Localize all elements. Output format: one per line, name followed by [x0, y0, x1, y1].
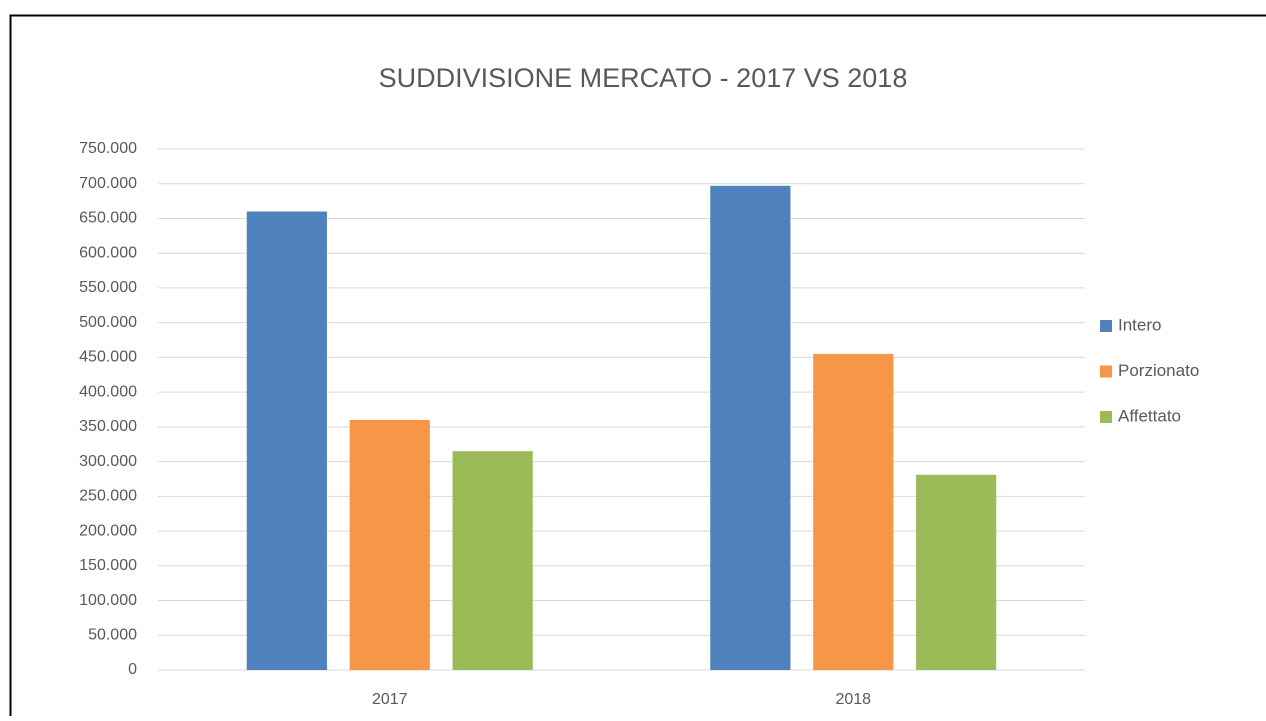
y-tick-label: 200.000	[79, 522, 137, 539]
y-tick-label: 650.000	[79, 210, 137, 227]
chart-title: SUDDIVISIONE MERCATO - 2017 VS 2018	[379, 63, 908, 93]
y-tick-label: 500.000	[79, 314, 137, 331]
legend-label: Affettato	[1118, 406, 1181, 425]
bar	[710, 186, 790, 670]
legend-swatch	[1100, 411, 1112, 423]
y-tick-label: 400.000	[79, 383, 137, 400]
y-tick-label: 350.000	[79, 418, 137, 435]
y-tick-label: 700.000	[79, 175, 137, 192]
legend-label: Intero	[1118, 315, 1161, 334]
y-tick-label: 0	[128, 661, 137, 678]
bar	[916, 475, 996, 670]
chart-frame	[11, 16, 1266, 717]
y-tick-label: 450.000	[79, 349, 137, 366]
legend-swatch	[1100, 320, 1112, 332]
y-tick-label: 50.000	[88, 626, 137, 643]
bar	[350, 420, 430, 670]
y-tick-label: 150.000	[79, 557, 137, 574]
y-tick-label: 750.000	[79, 140, 137, 157]
y-tick-label: 250.000	[79, 488, 137, 505]
y-tick-label: 100.000	[79, 592, 137, 609]
x-tick-label: 2018	[835, 691, 871, 708]
legend-label: Porzionato	[1118, 361, 1199, 380]
bar	[247, 212, 327, 670]
y-tick-label: 300.000	[79, 453, 137, 470]
bar	[453, 451, 533, 670]
y-tick-label: 550.000	[79, 279, 137, 296]
legend-swatch	[1100, 366, 1112, 378]
y-tick-label: 600.000	[79, 244, 137, 261]
bar	[813, 354, 893, 670]
x-tick-label: 2017	[372, 691, 408, 708]
